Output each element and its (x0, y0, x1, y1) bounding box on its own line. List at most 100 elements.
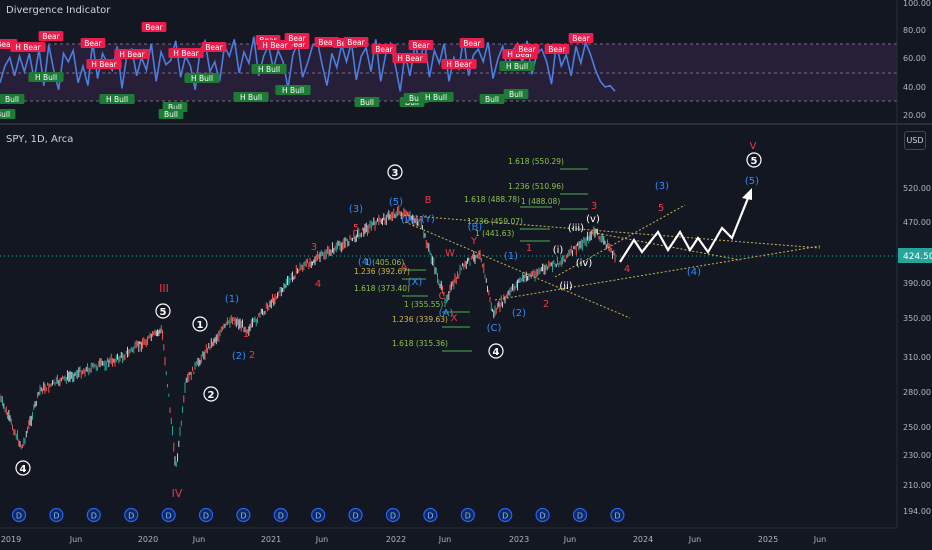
svg-text:D: D (315, 512, 321, 521)
svg-text:C: C (439, 291, 446, 302)
wave-label: 5 (746, 152, 762, 168)
wave-label: 1 (192, 316, 208, 332)
wave-label: W (445, 248, 455, 259)
price-tick: 194.00 (903, 507, 931, 516)
svg-text:2: 2 (249, 350, 255, 361)
dividend-marker[interactable]: D (86, 507, 101, 523)
bear-label: Bear (38, 31, 64, 41)
wave-label: (i) (553, 245, 564, 256)
svg-text:(C): (C) (487, 323, 502, 334)
svg-text:H Bear: H Bear (507, 50, 533, 59)
bear-label: H Bear (392, 53, 428, 63)
svg-text:3: 3 (392, 168, 399, 179)
currency-button[interactable]: USD (904, 131, 926, 150)
wave-label: 3 (311, 242, 317, 253)
time-tick: 2021 (261, 535, 281, 544)
wave-label: 1 (526, 243, 532, 254)
svg-text:(4): (4) (687, 267, 701, 278)
svg-text:1 (488.08): 1 (488.08) (521, 197, 560, 206)
dividend-marker[interactable]: D (198, 507, 214, 523)
svg-text:(3): (3) (655, 181, 669, 192)
dividend-marker[interactable]: D (460, 507, 475, 523)
svg-text:1: 1 (526, 243, 532, 254)
svg-text:H Bear: H Bear (173, 49, 199, 58)
svg-text:1.236 (459.07): 1.236 (459.07) (467, 217, 523, 226)
dividend-marker[interactable]: D (498, 507, 513, 523)
dividend-marker[interactable]: D (273, 507, 288, 523)
svg-text:Bear: Bear (572, 34, 590, 43)
dividend-marker[interactable]: D (535, 507, 550, 523)
dividend-marker[interactable]: D (423, 507, 438, 523)
svg-text:5: 5 (353, 223, 359, 234)
indicator-y-axis: 100.00 80.00 60.00 40.00 20.00 (903, 0, 931, 120)
bull-label: H Bull (418, 92, 454, 102)
time-tick: 2023 (509, 535, 529, 544)
svg-text:D: D (465, 512, 471, 521)
dividend-marker[interactable]: D (11, 507, 27, 523)
svg-text:5: 5 (751, 156, 758, 167)
svg-text:D: D (128, 512, 134, 521)
wave-label: X (451, 313, 458, 324)
svg-text:Bear: Bear (518, 45, 536, 54)
bull-label: H Bull (28, 72, 64, 82)
svg-text:H Bull: H Bull (506, 62, 528, 71)
fib-level: 1.236 (510.96) (508, 182, 588, 195)
svg-text:424.50: 424.50 (903, 252, 932, 262)
wave-label: 3 (591, 201, 597, 212)
wave-label: (4) (687, 267, 701, 278)
wave-label: 4 (15, 460, 31, 476)
svg-text:Bull: Bull (409, 94, 423, 103)
indicator-tick: 100.00 (903, 0, 931, 8)
fib-level: 1.236 (339.63) (392, 315, 470, 328)
dividend-marker[interactable]: D (311, 507, 326, 523)
trendline-wedge-a (404, 221, 631, 319)
bull-label: H Bull (184, 73, 220, 83)
fib-level: 1.618 (488.78) (464, 195, 552, 208)
svg-text:H Bear: H Bear (15, 43, 41, 52)
time-tick: Jun (192, 535, 206, 544)
bear-label: Bear (284, 33, 310, 43)
wave-label: (5) (745, 176, 759, 187)
wave-label: B (425, 195, 432, 206)
time-tick: Jun (315, 535, 329, 544)
time-tick: Jun (69, 535, 83, 544)
svg-text:H Bull: H Bull (240, 93, 262, 102)
fib-level: 1.236 (392.67) (354, 267, 426, 280)
svg-text:5: 5 (160, 307, 167, 318)
bull-label: H Bull (251, 64, 287, 74)
wave-label: (ii) (559, 281, 572, 292)
svg-text:Bear: Bear (42, 32, 60, 41)
dividend-marker[interactable]: D (124, 507, 139, 523)
svg-text:D: D (540, 512, 546, 521)
dividend-marker[interactable]: D (572, 507, 588, 523)
svg-text:(iii): (iii) (568, 223, 584, 234)
svg-text:W: W (445, 248, 455, 259)
wave-label: 3 (387, 164, 403, 180)
svg-text:H Bull: H Bull (191, 74, 213, 83)
dividend-marker[interactable]: D (161, 507, 176, 523)
dividend-marker[interactable]: D (236, 507, 251, 523)
svg-text:1: 1 (243, 329, 249, 340)
bull-label: Bull (354, 97, 380, 107)
svg-text:Bear: Bear (0, 40, 15, 49)
svg-text:(v): (v) (586, 214, 600, 225)
projected-path (619, 197, 750, 263)
wave-label: (iv) (576, 258, 593, 269)
dividend-marker[interactable]: D (610, 507, 625, 523)
svg-text:H Bull: H Bull (425, 93, 447, 102)
trendline-wedge-b (554, 204, 686, 278)
dividend-marker[interactable]: D (49, 507, 64, 523)
svg-text:1 (405.06): 1 (405.06) (365, 258, 404, 267)
dividend-marker[interactable]: D (348, 507, 363, 523)
svg-text:D: D (390, 512, 396, 521)
svg-text:1.236 (510.96): 1.236 (510.96) (508, 182, 564, 191)
wave-label: Y (470, 236, 478, 247)
dividend-marker[interactable]: D (385, 507, 401, 523)
svg-text:1.618 (488.78): 1.618 (488.78) (464, 195, 520, 204)
wave-label: (X) (408, 277, 423, 288)
fib-level: 1.618 (550.29) (508, 157, 588, 170)
svg-text:1.618 (315.36): 1.618 (315.36) (392, 339, 448, 348)
svg-text:Bear: Bear (412, 41, 430, 50)
svg-text:X: X (451, 313, 458, 324)
